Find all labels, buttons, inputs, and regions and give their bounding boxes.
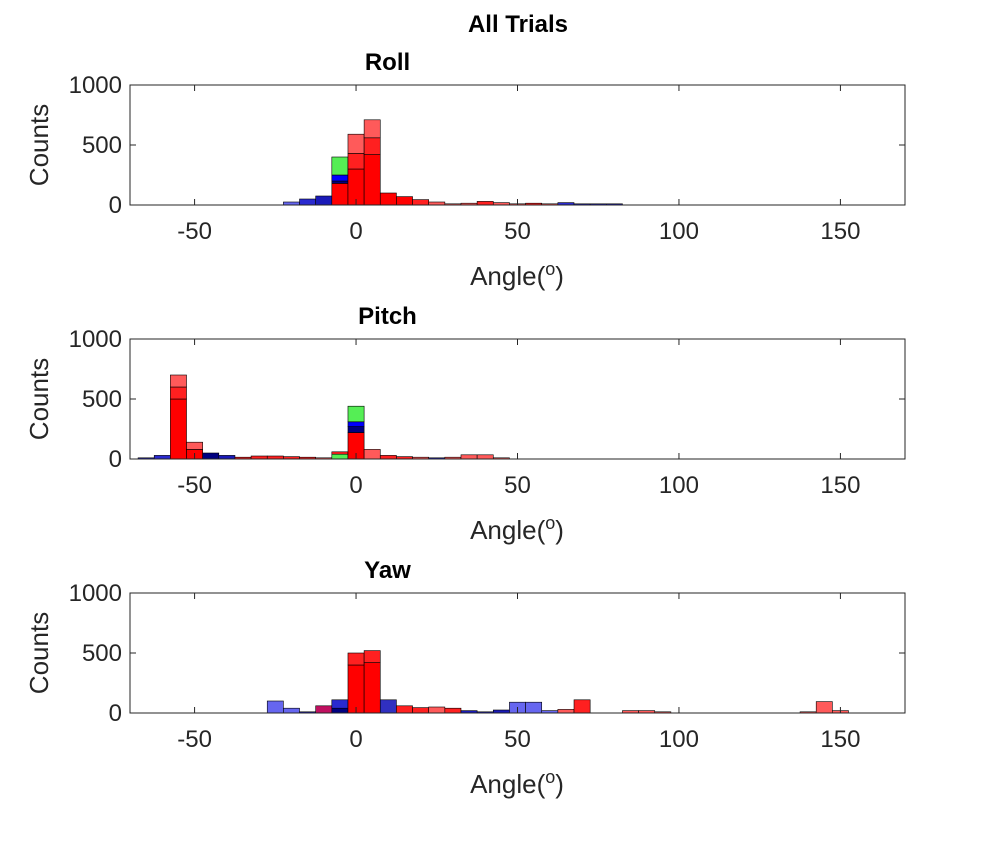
pitch-bar	[218, 455, 236, 460]
roll-bar	[331, 183, 349, 206]
roll-bar	[315, 195, 333, 206]
yaw-bar	[363, 662, 381, 714]
yaw-bar	[444, 707, 462, 714]
pitch-bar	[460, 454, 478, 460]
yaw-title: Yaw	[364, 557, 411, 584]
yaw-bar	[379, 699, 397, 714]
yaw-bar	[331, 707, 349, 714]
pitch-bar	[331, 453, 349, 460]
yaw-bar	[347, 664, 365, 714]
roll-bar	[331, 174, 349, 182]
roll-bar	[363, 137, 381, 155]
yaw-bar	[396, 705, 413, 714]
pitch-bar	[170, 374, 187, 388]
pitch-bar	[202, 452, 220, 460]
pitch-bar	[186, 441, 203, 450]
yaw-ytick-label: 500	[82, 640, 122, 667]
roll-ylabel: Counts	[24, 104, 54, 186]
yaw-axes-background	[130, 593, 905, 713]
pitch-xtick-label: 100	[659, 472, 699, 499]
pitch-xtick-label: 150	[820, 472, 860, 499]
roll-bar	[331, 156, 349, 176]
yaw-bar	[428, 706, 446, 714]
pitch-bar	[331, 451, 349, 455]
figure-title: All Trials	[468, 11, 568, 38]
pitch-xtick-label: 50	[504, 472, 531, 499]
roll-ytick-label: 500	[82, 132, 122, 159]
yaw-xtick-label: 0	[349, 726, 362, 753]
pitch-title: Pitch	[358, 303, 417, 330]
roll-bar	[476, 201, 494, 206]
yaw-bar	[315, 705, 333, 714]
yaw-bar	[573, 699, 591, 714]
roll-bar	[347, 153, 365, 170]
yaw-bar	[557, 709, 575, 714]
yaw-ytick-label: 0	[109, 700, 122, 727]
roll-xtick-label: 0	[349, 218, 362, 245]
roll-subplot: -50 0 50 100 150 0 500 1000 Roll Angle(o) Counts	[24, 49, 906, 291]
yaw-xtick-label: 50	[504, 726, 531, 753]
roll-bar	[363, 119, 381, 139]
pitch-ytick-label: 1000	[69, 326, 122, 353]
roll-xtick-label: -50	[177, 218, 212, 245]
roll-bar	[331, 180, 349, 184]
pitch-bar	[379, 455, 397, 460]
roll-bar	[396, 196, 413, 206]
roll-bar	[347, 133, 365, 154]
yaw-subplot: -50 0 50 100 150 0 500 1000 Yaw Angle(o) Counts	[24, 557, 906, 799]
pitch-ytick-label: 500	[82, 386, 122, 413]
yaw-bar	[266, 700, 284, 714]
yaw-bar	[525, 701, 543, 714]
pitch-ytick-label: 0	[109, 446, 122, 473]
roll-xtick-label: 50	[504, 218, 531, 245]
subplots-group: -50 0 50 100 15005001000RollAngle(o)Counts-5…	[24, 49, 906, 799]
roll-bar	[299, 198, 316, 206]
roll-xtick-label: 100	[659, 218, 699, 245]
yaw-bar	[412, 707, 429, 714]
pitch-bar	[170, 398, 187, 460]
yaw-bar	[283, 707, 300, 714]
yaw-xtick-label: -50	[177, 726, 212, 753]
pitch-bar	[347, 426, 365, 433]
pitch-subplot: -50 0 50 100 150 0 500 1000 Pitch Angle(o) Counts	[24, 303, 906, 545]
pitch-bar	[476, 454, 494, 460]
pitch-bar	[170, 386, 187, 400]
yaw-ylabel: Counts	[24, 612, 54, 694]
yaw-bar	[347, 652, 365, 666]
pitch-axes-background	[130, 339, 905, 459]
roll-bar	[379, 192, 397, 206]
pitch-xlabel: Angle(o)	[470, 513, 564, 545]
yaw-xlabel: Angle(o)	[470, 767, 564, 799]
roll-xlabel: Angle(o)	[470, 259, 564, 291]
roll-title: Roll	[365, 49, 410, 76]
roll-axes-background	[130, 85, 905, 205]
pitch-ylabel: Counts	[24, 358, 54, 440]
yaw-xtick-label: 150	[820, 726, 860, 753]
roll-ytick-label: 1000	[69, 72, 122, 99]
pitch-bar	[347, 405, 365, 423]
yaw-xtick-label: 100	[659, 726, 699, 753]
pitch-bar	[153, 455, 171, 460]
pitch-xtick-label: -50	[177, 472, 212, 499]
roll-bars	[283, 119, 623, 206]
yaw-bar	[331, 699, 349, 709]
roll-xtick-label: 150	[820, 218, 860, 245]
yaw-bar	[363, 650, 381, 663]
yaw-bar	[815, 701, 833, 714]
roll-ytick-label: 0	[109, 192, 122, 219]
pitch-bar	[347, 421, 365, 427]
pitch-bar	[363, 449, 381, 460]
yaw-ytick-label: 1000	[69, 580, 122, 607]
roll-bar	[363, 154, 381, 206]
roll-bar	[412, 199, 429, 206]
pitch-xtick-label: 0	[349, 472, 362, 499]
